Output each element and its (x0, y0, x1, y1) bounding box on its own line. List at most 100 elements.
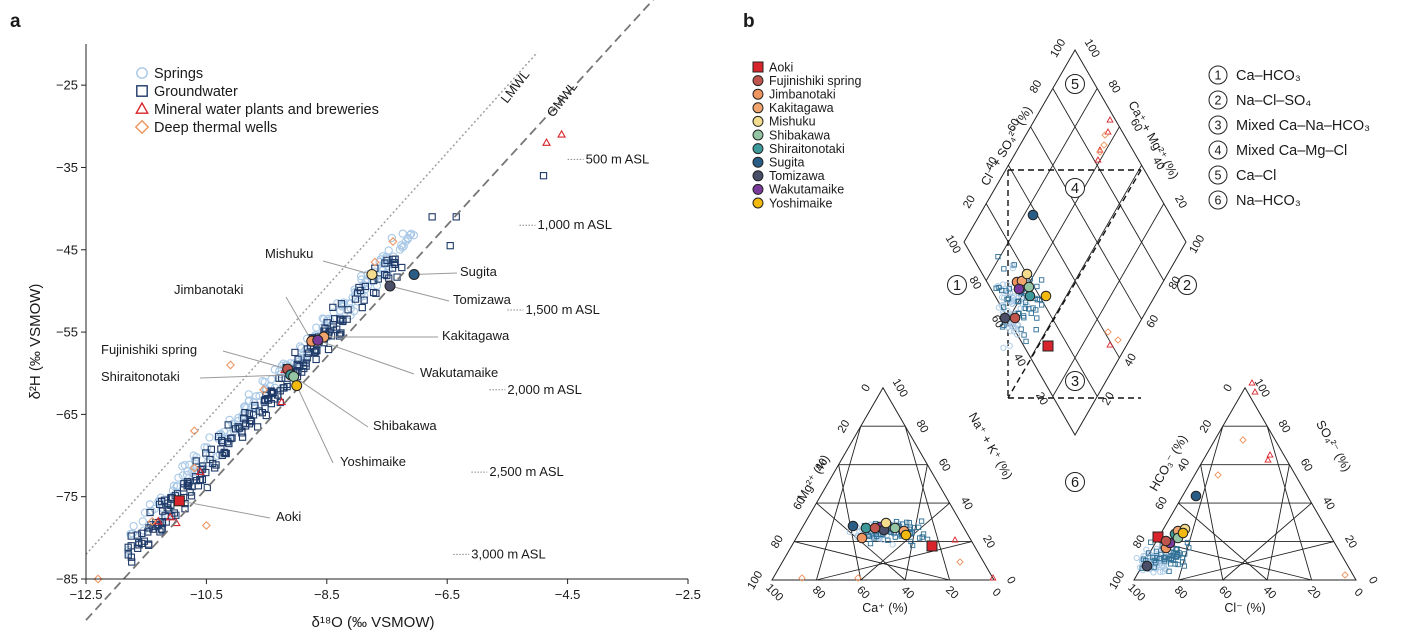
thermal-well-sample (259, 385, 269, 395)
piper-spring-sample (1159, 568, 1166, 575)
piper-site-marker (847, 520, 859, 532)
groundwater-sample (152, 518, 160, 527)
line-gmwl (85, 0, 655, 621)
legend-label: Springs (154, 66, 203, 82)
spring-sample (267, 375, 276, 384)
piper-site-marker (1177, 527, 1189, 539)
site-leader (296, 385, 334, 464)
site-label: Sugita (460, 264, 498, 279)
groundwater-sample (217, 445, 225, 453)
diamond-tick: 20 (1033, 390, 1050, 407)
x-tick-label: −10.5 (190, 587, 223, 602)
groundwater-sample (134, 544, 142, 552)
diamond-tick: 60 (1128, 117, 1145, 134)
groundwater-sample (207, 445, 216, 453)
groundwater-sample (155, 500, 164, 509)
diamond-tick: 20 (1172, 194, 1189, 211)
site-leader (199, 374, 291, 379)
legend-a: Springs Groundwater Mineral water plants a… (134, 66, 379, 136)
x-tick-label: −4.5 (555, 587, 581, 602)
groundwater-sample (203, 483, 211, 492)
facies-legend-label: Na–HCO₃ (1236, 193, 1301, 209)
diamond-tick: 100 (1187, 233, 1207, 256)
piper-groundwater-sample (995, 253, 1001, 260)
site-leader (293, 376, 369, 428)
legend-label: Mishuku (769, 115, 816, 129)
groundwater-sample (337, 300, 346, 308)
groundwater-sample (146, 508, 154, 517)
piper-groundwater-sample (1034, 283, 1040, 290)
grid-line (1178, 502, 1268, 581)
grid-line (1200, 464, 1224, 581)
piper-groundwater-sample (993, 285, 999, 291)
legend-marker-circle (752, 75, 764, 87)
piper-groundwater-sample (1186, 545, 1192, 551)
cation-axis-na-k: Na⁺ + K⁺ (%) (966, 410, 1015, 482)
ternary-tick: 100 (890, 377, 910, 400)
spring-sample (384, 246, 393, 255)
site-markers: Mishuku Sugita Tomizawa Jimbanotaki Kakitaga… (101, 246, 512, 524)
spring-sample (205, 450, 214, 459)
facies-legend-circle (1208, 65, 1228, 85)
site-leader (285, 296, 313, 342)
spring-sample (138, 517, 147, 526)
facies-legend-label: Mixed Ca–Na–HCO₃ (1236, 118, 1370, 134)
legend-label: Aoki (769, 60, 793, 74)
piper-groundwater-sample (1038, 302, 1045, 308)
groundwater-sample (383, 256, 391, 265)
ternary-tick: 80 (1172, 584, 1190, 602)
spring-sample (244, 390, 253, 399)
thermal-well-sample (370, 257, 380, 267)
legend-marker-square (136, 85, 148, 97)
piper-site-marker (999, 312, 1011, 324)
axes-a: −12.5 −10.5 −8.5 −6.5 −4.5 −2.5 −85 −75 −65 −55 −4… (27, 44, 701, 631)
groundwater-sample (199, 462, 207, 470)
ternary-outline (1133, 386, 1357, 581)
spring-sample (312, 323, 321, 332)
ternary-outline (771, 386, 995, 581)
groundwater-sample (194, 482, 203, 490)
piper-groundwater-sample (1173, 546, 1179, 553)
diamond-tick: 80 (966, 275, 983, 292)
legend-marker-diamond (134, 119, 150, 135)
piper-groundwater-sample (1033, 326, 1039, 333)
piper-groundwater-sample (1034, 315, 1040, 321)
legend-label: Shibakawa (769, 128, 830, 142)
ternary-tick: 60 (1298, 457, 1315, 474)
grid-line (860, 502, 950, 581)
piper-thermal-sample (1214, 471, 1222, 479)
piper-groundwater-sample (1140, 556, 1147, 562)
elevation-label: 1,000 m ASL (538, 217, 612, 232)
piper-groundwater-sample (1001, 304, 1007, 310)
piper-mineral-sample (1251, 388, 1259, 395)
facies-legend-label: Ca–HCO₃ (1236, 68, 1301, 84)
diamond-tick: 80 (1105, 78, 1122, 95)
y-tick-label: −35 (56, 160, 78, 175)
elevation-label: 2,500 m ASL (489, 464, 563, 479)
piper-site-marker (1040, 290, 1052, 302)
diamond-tick: 60 (1145, 313, 1162, 330)
groundwater-sample (227, 434, 235, 443)
site-label: Tomizawa (453, 292, 512, 307)
spring-sample (395, 245, 405, 254)
piper-spring-sample (1133, 554, 1140, 562)
groundwater-sample (138, 529, 146, 537)
ternary-tick: 60 (791, 495, 808, 512)
piper-groundwater-sample (873, 533, 880, 539)
groundwater-sample (321, 324, 329, 332)
piper-site-marker (869, 522, 881, 534)
legend-marker-square (752, 61, 764, 73)
groundwater-sample (446, 242, 454, 250)
legend-label: Jimbanotaki (769, 88, 836, 102)
piper-groundwater-sample (1028, 310, 1034, 316)
spring-sample (333, 299, 342, 308)
piper-site-marker (900, 529, 912, 541)
legend-marker-circle (752, 88, 764, 100)
piper-groundwater-sample (1150, 554, 1156, 561)
piper-spring-sample (1017, 305, 1024, 312)
diamond-tick: 80 (1167, 275, 1184, 292)
piper-thermal-sample (956, 558, 964, 566)
y-tick-label: −65 (56, 407, 78, 422)
piper-site-markers (847, 209, 1202, 572)
mineral-water-sample (195, 467, 205, 476)
